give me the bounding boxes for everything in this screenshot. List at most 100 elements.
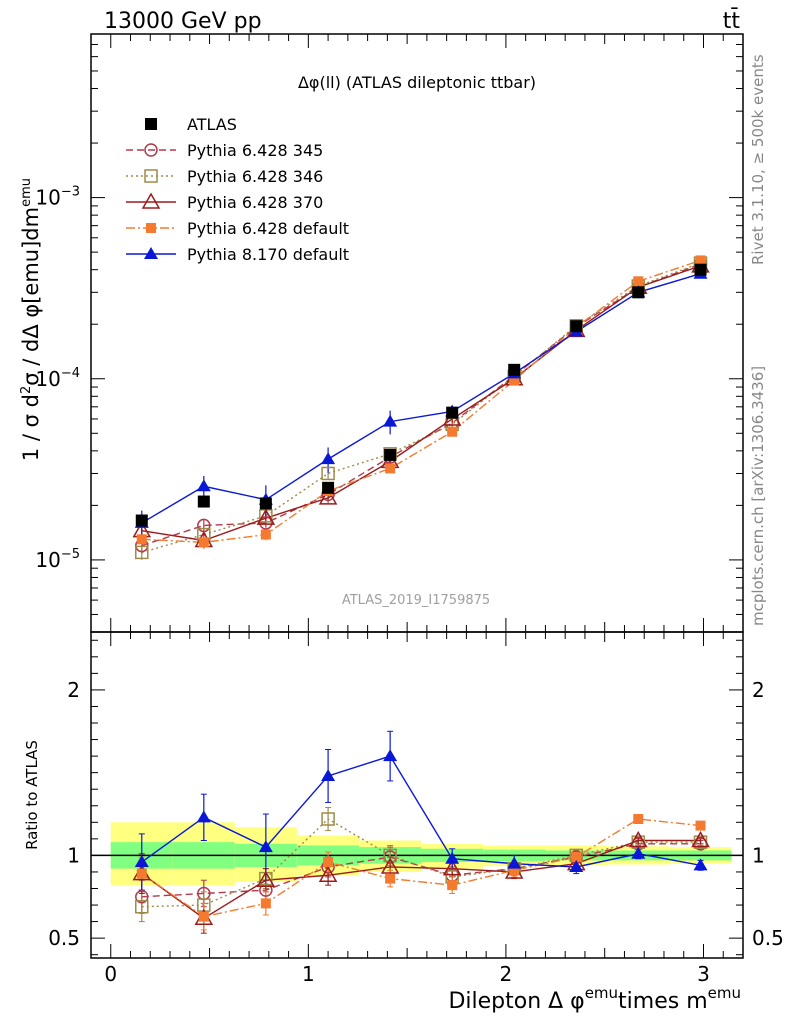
point-atlas xyxy=(570,320,583,333)
y-tick-label: 2 xyxy=(752,678,765,702)
ratio-point-pythia-6-428-346 xyxy=(135,899,149,914)
series-line-pythia-6-428-346 xyxy=(141,262,701,554)
ratio-point-pythia-8-170-default xyxy=(134,855,149,868)
x-tick-label: 3 xyxy=(697,962,710,986)
ratio-point-pythia-6-428-default xyxy=(571,852,582,863)
legend-marker-pythia-6-428-346 xyxy=(144,169,158,183)
main-series-markers xyxy=(132,255,710,560)
main-y-axis-label: 1 / σ d2σ / dΔ φ[emu]dmemu xyxy=(19,178,43,461)
legend-label-pythia-6-428-370: Pythia 6.428 370 xyxy=(187,193,323,212)
ratio-point-pythia-8-170-default xyxy=(569,859,584,872)
point-atlas xyxy=(197,495,210,508)
header-energy-label: 13000 GeV pp xyxy=(104,9,262,34)
legend-marker-pythia-6-428-370 xyxy=(141,192,161,209)
header-process-label: tt̄ xyxy=(723,8,741,34)
y-tick-label: 2 xyxy=(67,678,80,702)
point-atlas xyxy=(632,286,645,299)
ratio-point-pythia-6-428-370 xyxy=(442,859,462,876)
ratio-point-pythia-8-170-default xyxy=(507,856,522,869)
ratio-point-pythia-6-428-370 xyxy=(628,830,648,848)
ratio-point-pythia-8-170-default xyxy=(383,749,398,762)
ratio-point-pythia-6-428-default xyxy=(136,868,147,879)
y-tick-label: 0.5 xyxy=(752,926,784,950)
series-line-pythia-6-428-370 xyxy=(141,265,701,542)
x-tick-label: 2 xyxy=(500,962,513,986)
ratio-y-axis-label: Ratio to ATLAS xyxy=(23,740,41,850)
main-axis-ticks: 10−5 10−4 10−3 xyxy=(35,33,743,633)
ratio-axis-ticks: 0 1 2 3 0.5 0.5 1 1 2 2 xyxy=(48,632,784,986)
legend-label-pythia-6-428-345: Pythia 6.428 345 xyxy=(187,141,323,160)
ratio-point-pythia-8-170-default xyxy=(321,768,336,781)
point-atlas xyxy=(446,406,459,419)
legend-marker-atlas xyxy=(145,118,157,130)
point-pythia-6-428-default xyxy=(633,276,644,287)
ratio-point-pythia-6-428-346 xyxy=(321,812,335,826)
ratio-point-pythia-6-428-default xyxy=(695,820,706,831)
ratio-point-pythia-8-170-default xyxy=(693,858,708,871)
point-atlas xyxy=(384,448,397,461)
point-pythia-6-428-default xyxy=(198,537,209,548)
ratio-point-pythia-6-428-default xyxy=(447,880,458,891)
plot-title: Δφ(ll) (ATLAS dileptonic ttbar) xyxy=(298,73,536,92)
legend-label-pythia-6-428-346: Pythia 6.428 346 xyxy=(187,167,323,186)
point-atlas xyxy=(259,497,272,510)
point-pythia-6-428-default xyxy=(509,375,520,386)
legend-marker-pythia-8-170-default xyxy=(144,247,158,259)
legend-marker-pythia-6-428-default xyxy=(146,223,156,233)
ratio-point-pythia-6-428-default xyxy=(633,813,644,824)
point-atlas xyxy=(322,481,335,494)
ratio-point-pythia-6-428-default xyxy=(509,865,520,876)
series-line-pythia-8-170-default xyxy=(141,273,701,524)
y-tick-label: 1 xyxy=(67,843,80,867)
ratio-point-pythia-6-428-370 xyxy=(256,870,276,887)
ratio-line-pythia-8-170-default xyxy=(141,755,701,868)
ratio-series-lines xyxy=(141,755,701,920)
point-pythia-6-428-default xyxy=(695,255,706,266)
ratio-uncertainty-band xyxy=(91,822,743,886)
ratio-point-pythia-6-428-370 xyxy=(691,830,710,848)
point-pythia-6-428-default xyxy=(447,426,458,437)
y-tick-label: 1 xyxy=(752,843,765,867)
point-pythia-8-170-default xyxy=(196,479,211,492)
point-pythia-6-428-346 xyxy=(321,466,335,481)
ratio-point-pythia-8-170-default xyxy=(445,851,460,864)
main-series-lines xyxy=(141,259,701,554)
y-tick-label: 10−3 xyxy=(35,185,80,210)
point-atlas xyxy=(135,514,148,527)
ratio-point-pythia-8-170-default xyxy=(196,810,211,823)
point-pythia-6-428-370 xyxy=(318,488,338,505)
ratio-plot-frame xyxy=(90,631,744,959)
point-pythia-8-170-default xyxy=(383,414,398,427)
x-axis-label: Dilepton Δ φemutimes memu xyxy=(448,984,741,1014)
point-pythia-6-428-345 xyxy=(259,516,273,530)
ratio-line-pythia-6-428-346 xyxy=(141,818,701,908)
legend-label-pythia-6-428-default: Pythia 6.428 default xyxy=(187,219,349,238)
ratio-point-pythia-6-428-default xyxy=(385,873,396,884)
ratio-point-pythia-6-428-default xyxy=(260,898,271,909)
ratio-point-pythia-6-428-346 xyxy=(383,848,397,863)
x-tick-label: 0 xyxy=(104,962,117,986)
y-tick-label: 10−4 xyxy=(35,366,80,391)
ratio-point-pythia-6-428-345 xyxy=(135,890,149,904)
point-pythia-6-428-370 xyxy=(256,508,276,525)
legend-label-pythia-8-170-default: Pythia 8.170 default xyxy=(187,245,349,264)
rivet-version-label: Rivet 3.1.10, ≥ 500k events xyxy=(749,54,767,265)
legend: ATLAS Pythia 6.428 345 Pythia 6.428 346 Pyt… xyxy=(126,115,349,264)
y-tick-label: 10−5 xyxy=(35,547,80,572)
ratio-point-pythia-8-170-default xyxy=(258,840,273,853)
x-tick-label: 1 xyxy=(302,962,315,986)
series-line-pythia-6-428-default xyxy=(141,259,701,544)
point-pythia-6-428-default xyxy=(385,463,396,474)
point-atlas xyxy=(508,363,521,376)
main-error-bars xyxy=(141,258,702,560)
legend-marker-pythia-6-428-345 xyxy=(144,143,158,157)
analysis-watermark: ATLAS_2019_I1759875 xyxy=(342,593,490,608)
ratio-point-pythia-8-170-default xyxy=(631,846,646,859)
ratio-point-pythia-6-428-default xyxy=(198,911,209,922)
y-tick-label: 0.5 xyxy=(48,926,80,950)
ratio-series-markers xyxy=(132,749,710,926)
ratio-point-pythia-6-428-370 xyxy=(380,857,400,874)
point-pythia-6-428-default xyxy=(260,529,271,540)
ratio-line-pythia-6-428-370 xyxy=(141,839,701,920)
point-pythia-8-170-default xyxy=(321,452,336,465)
